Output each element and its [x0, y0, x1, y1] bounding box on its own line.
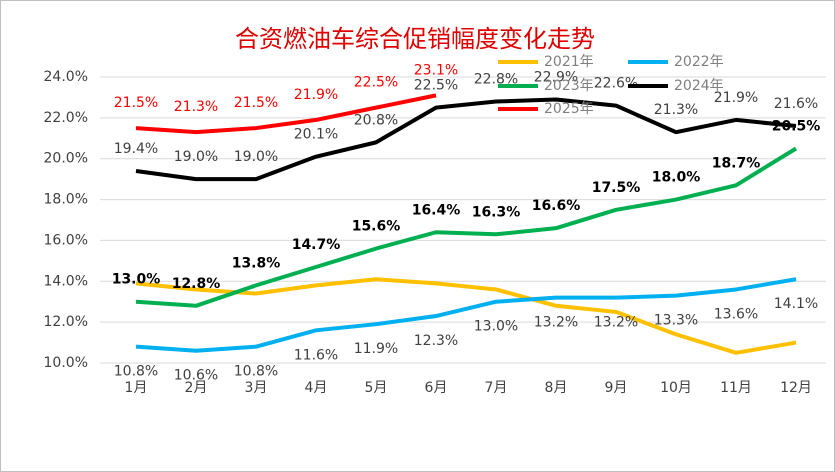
x-tick-label: 5月	[365, 380, 388, 396]
data-label: 13.0%	[112, 272, 161, 288]
legend-label: 2022年	[674, 54, 724, 70]
x-tick-label: 2月	[185, 380, 208, 396]
data-label: 19.0%	[234, 149, 278, 165]
data-label: 22.6%	[594, 76, 638, 92]
x-tick-label: 12月	[780, 380, 812, 396]
legend-label: 2021年	[544, 54, 594, 70]
data-label: 22.5%	[354, 75, 398, 91]
series-line	[135, 277, 797, 355]
x-tick-label: 11月	[720, 380, 752, 396]
legend-label: 2024年	[674, 78, 724, 94]
data-label: 19.0%	[174, 149, 218, 165]
data-label: 21.5%	[114, 95, 158, 111]
data-label: 11.6%	[294, 347, 338, 363]
legend-label: 2023年	[544, 78, 594, 94]
data-label: 22.9%	[534, 69, 578, 85]
x-tick-label: 3月	[245, 380, 268, 396]
data-label: 16.6%	[532, 198, 581, 214]
y-tick-label: 12.0%	[44, 314, 88, 330]
x-tick-label: 6月	[425, 380, 448, 396]
x-tick-label: 7月	[485, 380, 508, 396]
data-label: 20.8%	[354, 112, 398, 128]
data-label: 23.1%	[414, 62, 458, 78]
data-label: 13.2%	[534, 315, 578, 331]
series-line	[135, 146, 798, 308]
y-tick-label: 16.0%	[44, 232, 88, 248]
data-label: 21.9%	[294, 87, 338, 103]
x-tick-label: 4月	[305, 380, 328, 396]
data-label: 17.5%	[592, 180, 641, 196]
data-label: 11.9%	[354, 341, 398, 357]
data-label: 10.6%	[174, 368, 218, 384]
series-line	[135, 97, 797, 182]
data-label: 18.7%	[712, 155, 761, 171]
data-label: 21.3%	[654, 102, 698, 118]
data-label: 12.8%	[172, 276, 221, 292]
data-label: 16.4%	[412, 202, 461, 218]
data-label: 21.9%	[714, 90, 758, 106]
data-label: 10.8%	[234, 364, 278, 380]
y-tick-label: 22.0%	[44, 110, 88, 126]
x-tick-label: 1月	[125, 380, 148, 396]
y-tick-label: 18.0%	[44, 192, 88, 208]
y-tick-label: 24.0%	[44, 69, 88, 85]
legend-label: 2025年	[544, 101, 594, 117]
data-label: 21.3%	[174, 99, 218, 115]
data-label: 14.1%	[774, 296, 818, 312]
data-label: 13.0%	[474, 319, 518, 335]
data-label: 13.8%	[232, 255, 281, 271]
y-tick-label: 10.0%	[44, 355, 88, 371]
y-tick-label: 14.0%	[44, 273, 88, 289]
x-tick-label: 10月	[660, 380, 692, 396]
data-label: 13.6%	[714, 306, 758, 322]
series-line	[135, 277, 797, 353]
data-label: 14.7%	[292, 237, 341, 253]
data-label: 22.8%	[474, 72, 518, 88]
data-label: 13.2%	[594, 315, 638, 331]
data-label: 21.5%	[234, 95, 278, 111]
data-label: 22.5%	[414, 78, 458, 94]
data-label: 13.3%	[654, 313, 698, 329]
data-label: 12.3%	[414, 333, 458, 349]
chart-title: 合资燃油车综合促销幅度变化走势	[235, 25, 595, 53]
y-tick-label: 20.0%	[44, 151, 88, 167]
data-label: 20.5%	[772, 119, 821, 135]
data-label: 15.6%	[352, 219, 401, 235]
data-label: 16.3%	[472, 204, 521, 220]
data-label: 20.1%	[294, 127, 338, 143]
data-label: 18.0%	[652, 170, 701, 186]
data-label: 10.8%	[114, 364, 158, 380]
x-tick-label: 9月	[605, 380, 628, 396]
x-tick-label: 8月	[545, 380, 568, 396]
series-line	[135, 93, 437, 135]
data-label: 21.6%	[774, 96, 818, 112]
data-label: 19.4%	[114, 141, 158, 157]
